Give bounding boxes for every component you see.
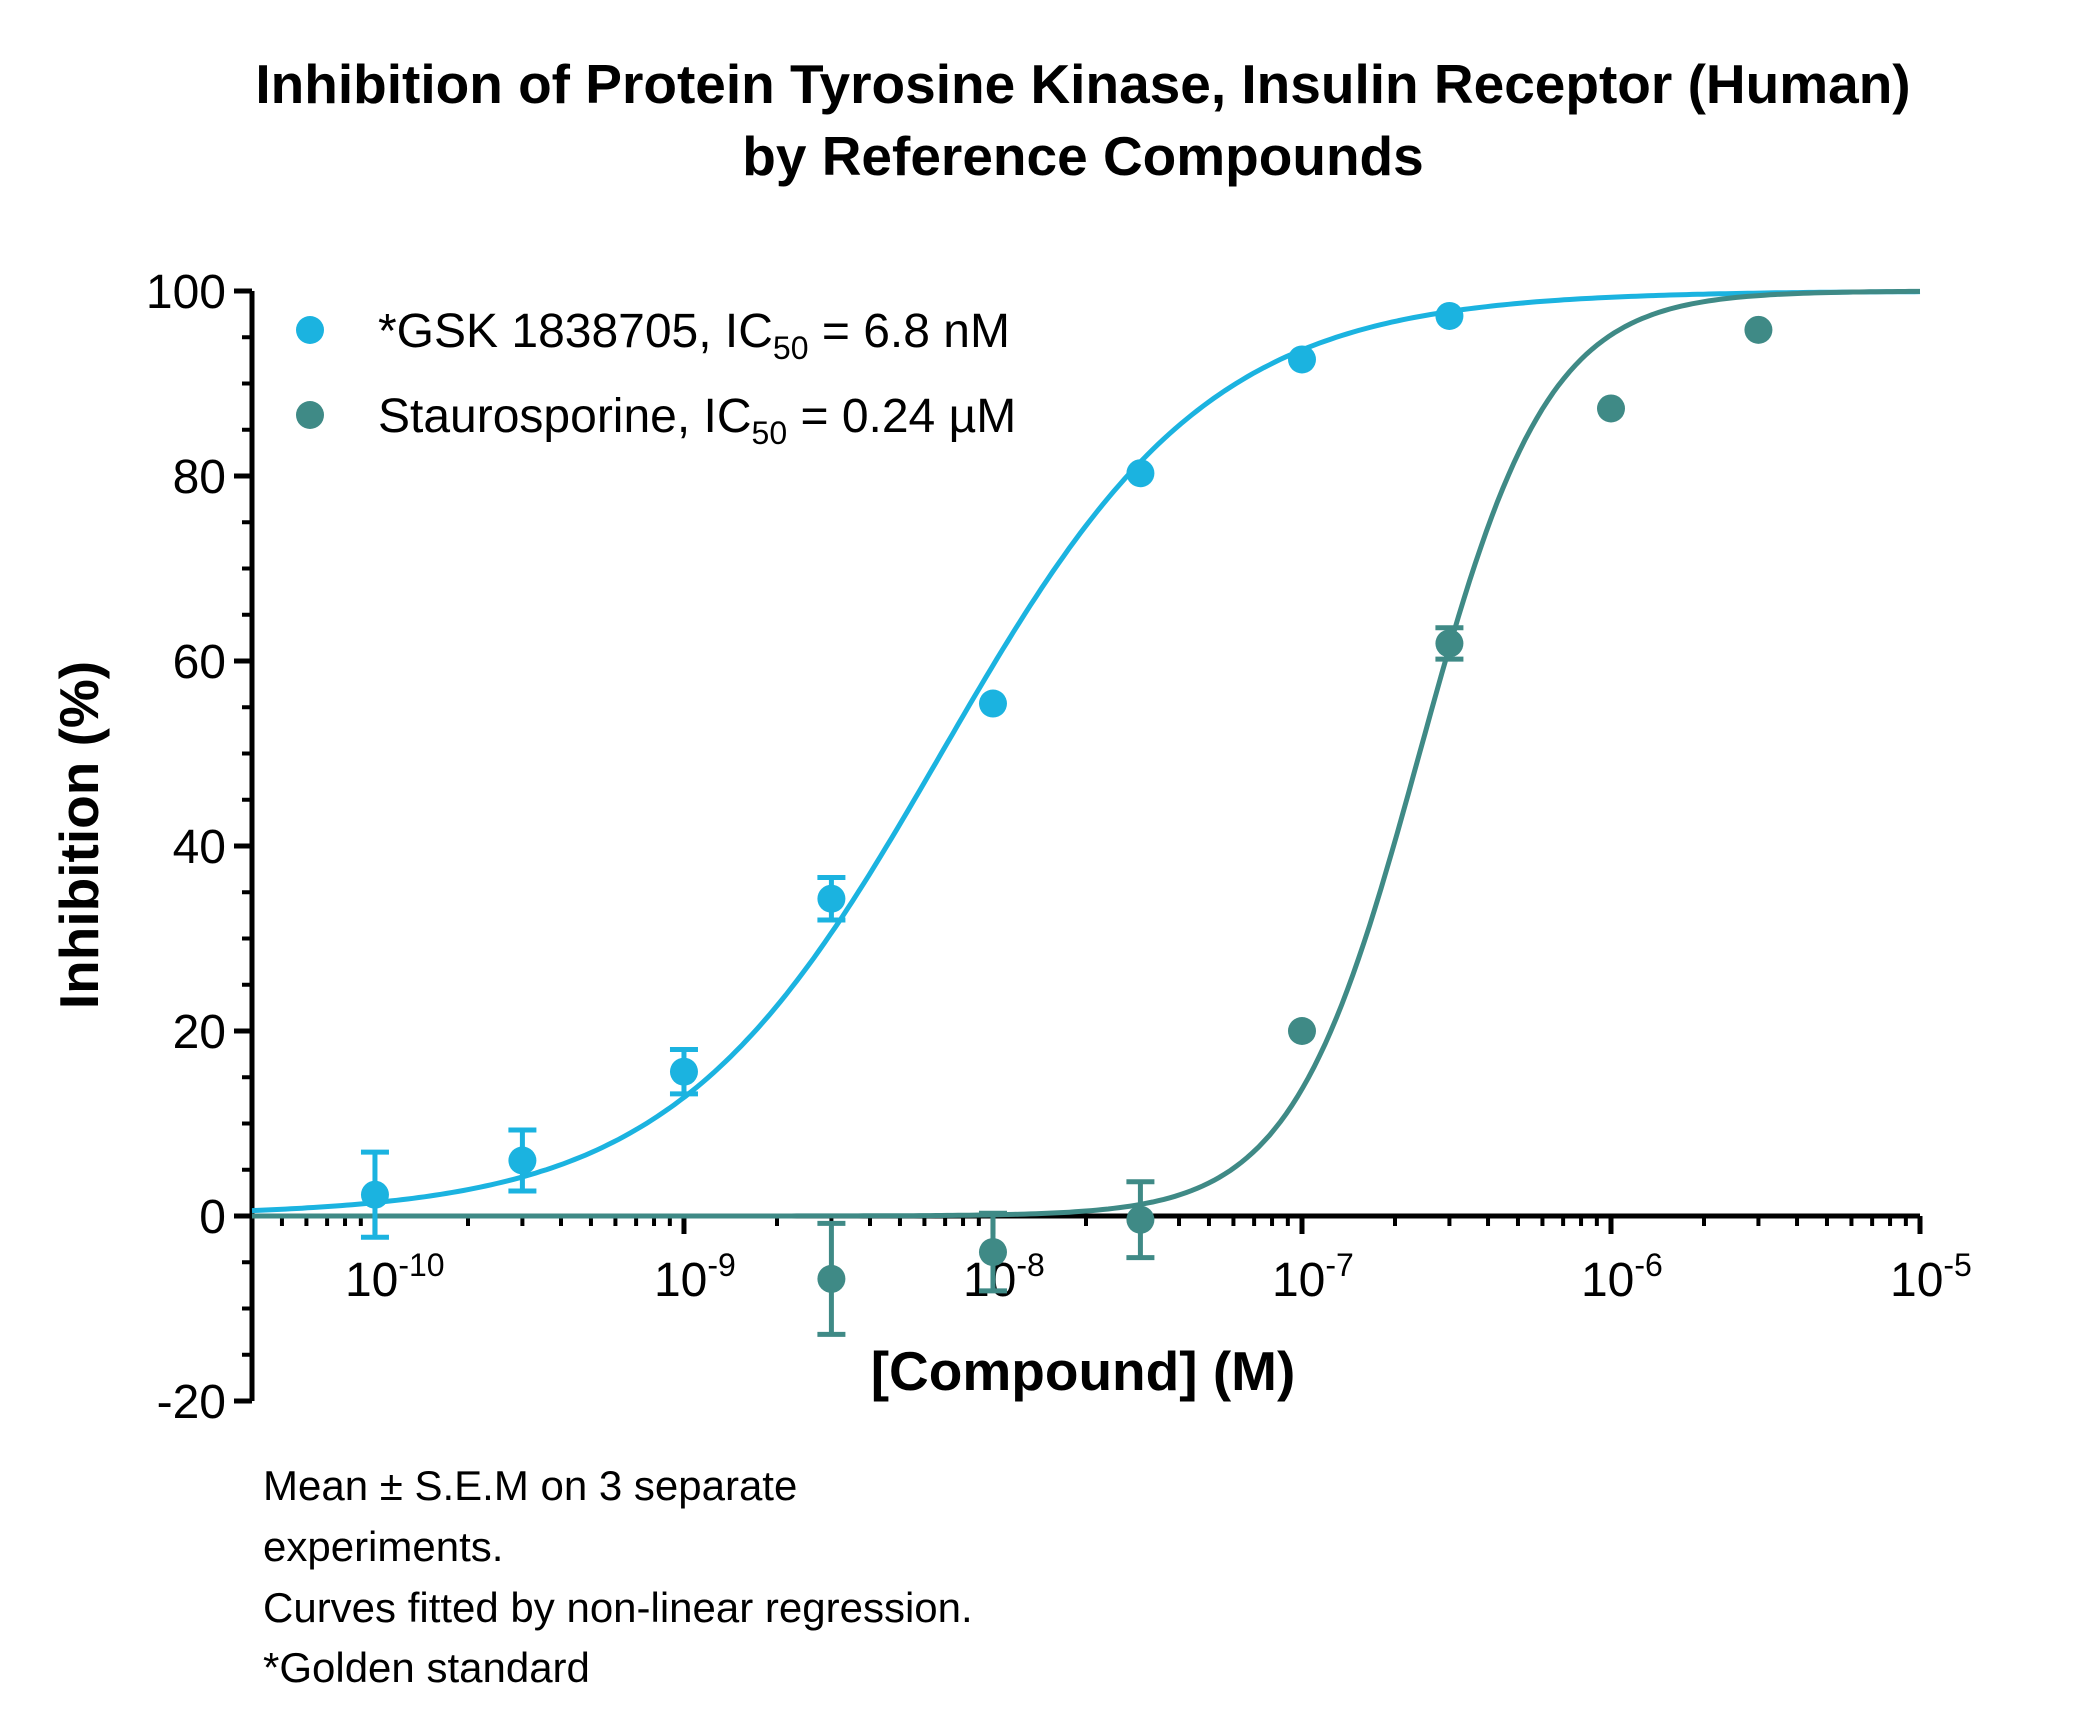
x-tick-exponent: -10 — [398, 1247, 444, 1283]
y-tick-label: 80 — [173, 451, 226, 504]
data-point-series-1 — [508, 1146, 537, 1175]
data-point-series-2 — [817, 1264, 846, 1293]
data-point-series-1 — [360, 1180, 389, 1209]
data-point-series-2 — [1435, 629, 1464, 658]
chart-title-line-2: by Reference Compounds — [742, 125, 1424, 187]
legend-text: *GSK 1838705, IC — [378, 305, 773, 358]
data-point-series-1 — [817, 884, 846, 913]
x-tick-exponent: -8 — [1016, 1247, 1044, 1283]
legend-label-series-1: *GSK 1838705, IC50 = 6.8 nM — [378, 305, 1010, 366]
y-tick-label: -20 — [157, 1376, 226, 1429]
legend-subscript: 50 — [752, 415, 788, 451]
y-axis-title: Inhibition (%) — [48, 661, 110, 1009]
legend-text: Staurosporine, IC — [378, 390, 752, 443]
x-tick-base: 10 — [1890, 1254, 1943, 1307]
x-tick-base: 10 — [1581, 1254, 1634, 1307]
legend-marker-series-1 — [296, 316, 324, 344]
legend: *GSK 1838705, IC50 = 6.8 nMStaurosporine… — [296, 305, 1016, 451]
x-tick-labels: 10-10 10-9 10-8 10-7 10-6 10-5 — [345, 1247, 1972, 1307]
y-tick-label: 60 — [173, 636, 226, 689]
data-point-series-2 — [978, 1238, 1007, 1267]
data-point-series-1 — [1287, 345, 1316, 374]
x-tick-base: 10 — [654, 1254, 707, 1307]
y-tick-label: 40 — [173, 821, 226, 874]
x-tick-exponent: -9 — [707, 1247, 735, 1283]
fit-curve-series-2 — [252, 288, 1920, 1219]
fit-curve-series-1 — [251, 289, 1921, 1214]
y-tick-labels: -20 0 20 40 60 80 100 — [146, 266, 226, 1429]
fitted-curves — [251, 288, 1921, 1219]
x-tick-label: 10-10 — [345, 1247, 445, 1307]
data-point-series-2 — [1126, 1205, 1155, 1234]
data-markers — [360, 301, 1773, 1337]
x-tick-base: 10 — [345, 1254, 398, 1307]
footnote-line-3: Curves fitted by non-linear regression. — [263, 1584, 973, 1631]
data-point-series-1 — [669, 1057, 698, 1086]
y-tick-label: 0 — [199, 1191, 226, 1244]
y-tick-label: 100 — [146, 266, 226, 319]
data-point-series-1 — [1435, 301, 1464, 330]
x-tick-exponent: -5 — [1943, 1247, 1971, 1283]
data-point-series-1 — [1126, 459, 1155, 488]
x-tick-label: 10-9 — [654, 1247, 736, 1307]
x-tick-base: 10 — [1272, 1254, 1325, 1307]
legend-subscript: 50 — [773, 330, 809, 366]
legend-marker-series-2 — [296, 401, 324, 429]
legend-text-tail: = 0.24 µM — [787, 390, 1016, 443]
x-axis-title: [Compound] (M) — [871, 1340, 1296, 1402]
legend-text-tail: = 6.8 nM — [809, 305, 1010, 358]
footnote-line-1: Mean ± S.E.M on 3 separate — [263, 1462, 797, 1509]
x-tick-exponent: -7 — [1325, 1247, 1353, 1283]
x-tick-label: 10-6 — [1581, 1247, 1663, 1307]
x-tick-label: 10-5 — [1890, 1247, 1972, 1307]
x-tick-label: 10-7 — [1272, 1247, 1354, 1307]
data-point-series-1 — [978, 689, 1007, 718]
data-point-series-2 — [1287, 1017, 1316, 1045]
data-point-series-2 — [1744, 315, 1773, 344]
chart-title-line-1: Inhibition of Protein Tyrosine Kinase, I… — [255, 53, 1910, 115]
footnote-line-4: *Golden standard — [263, 1644, 590, 1691]
x-tick-exponent: -6 — [1634, 1247, 1662, 1283]
footnote-line-2: experiments. — [263, 1523, 503, 1570]
legend-label-series-2: Staurosporine, IC50 = 0.24 µM — [378, 390, 1016, 451]
y-tick-label: 20 — [173, 1006, 226, 1059]
data-point-series-2 — [1596, 394, 1625, 423]
